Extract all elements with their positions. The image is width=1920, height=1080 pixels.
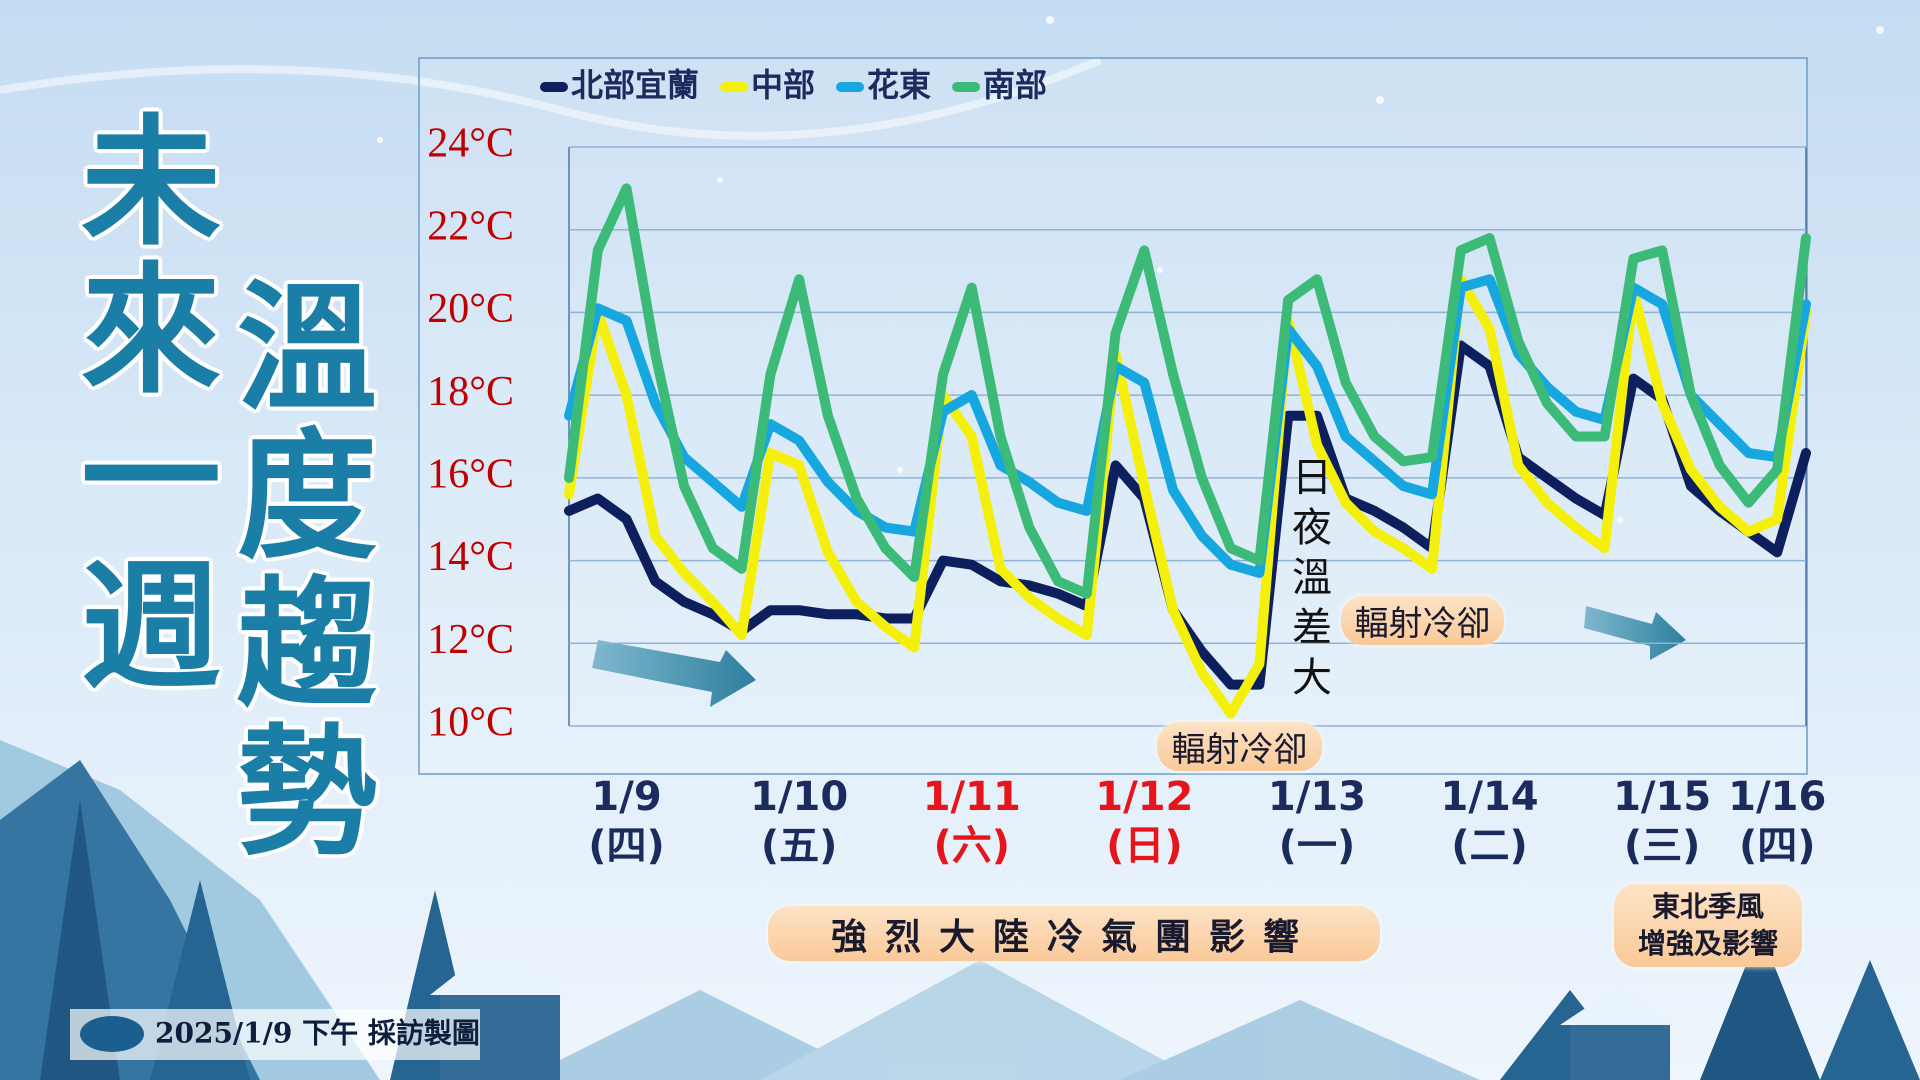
legend-label: 花東: [867, 66, 931, 104]
annotation: 輻射冷卻: [1157, 722, 1322, 771]
x-tick-label: 1/12: [1095, 774, 1193, 820]
y-tick-label: 22°C: [427, 203, 514, 249]
x-tick-label: 1/9: [591, 774, 661, 820]
y-tick-label: 20°C: [427, 286, 514, 332]
y-tick-label: 18°C: [427, 369, 514, 415]
legend-label: 中部: [751, 66, 815, 104]
x-tick-sublabel: (五): [761, 823, 838, 869]
legend-label: 北部宜蘭: [571, 66, 699, 104]
x-tick-sublabel: (日): [1106, 823, 1183, 869]
x-tick-sublabel: (二): [1451, 823, 1528, 869]
snowflakes: [377, 16, 1884, 523]
series-line: [564, 274, 1811, 578]
annotation: 強烈大陸冷氣團影響: [768, 906, 1380, 961]
legend-label: 南部: [983, 66, 1047, 104]
x-tick-sublabel: (四): [588, 823, 665, 869]
annotation: 日夜溫差大: [1285, 456, 1331, 706]
y-tick-label: 10°C: [427, 700, 514, 746]
x-tick-sublabel: (一): [1279, 823, 1356, 869]
x-tick-sublabel: (六): [933, 823, 1010, 869]
x-tick-label: 1/16: [1728, 774, 1826, 820]
annotation: 東北季風 增強及影響: [1614, 884, 1802, 967]
x-tick-label: 1/14: [1441, 774, 1539, 820]
series-line: [564, 274, 1811, 719]
series-line: [564, 183, 1811, 599]
title-column: 未來一週: [57, 108, 220, 700]
y-tick-label: 14°C: [427, 534, 514, 580]
logo: [80, 1016, 144, 1052]
x-tick-sublabel: (三): [1624, 823, 1701, 869]
annotation: 輻射冷卻: [1341, 596, 1504, 645]
x-tick-sublabel: (四): [1739, 823, 1816, 869]
title-column: 溫度趨勢: [213, 274, 376, 866]
x-tick-label: 1/10: [750, 774, 848, 820]
trend-arrow: [592, 640, 756, 707]
y-tick-label: 24°C: [427, 121, 514, 167]
y-tick-label: 12°C: [427, 617, 514, 663]
x-tick-label: 1/15: [1613, 774, 1711, 820]
footer: 2025/1/9 下午 採訪製圖: [155, 1017, 480, 1050]
plot-area: 10°C12°C14°C16°C18°C20°C22°C24°C1/9(四)1/…: [427, 66, 1826, 869]
swoosh: [0, 56, 1102, 140]
trend-arrow: [1584, 606, 1686, 660]
scenery: [0, 740, 1920, 1080]
x-tick-label: 1/13: [1268, 774, 1366, 820]
y-tick-label: 16°C: [427, 451, 514, 497]
x-tick-label: 1/11: [923, 774, 1021, 820]
